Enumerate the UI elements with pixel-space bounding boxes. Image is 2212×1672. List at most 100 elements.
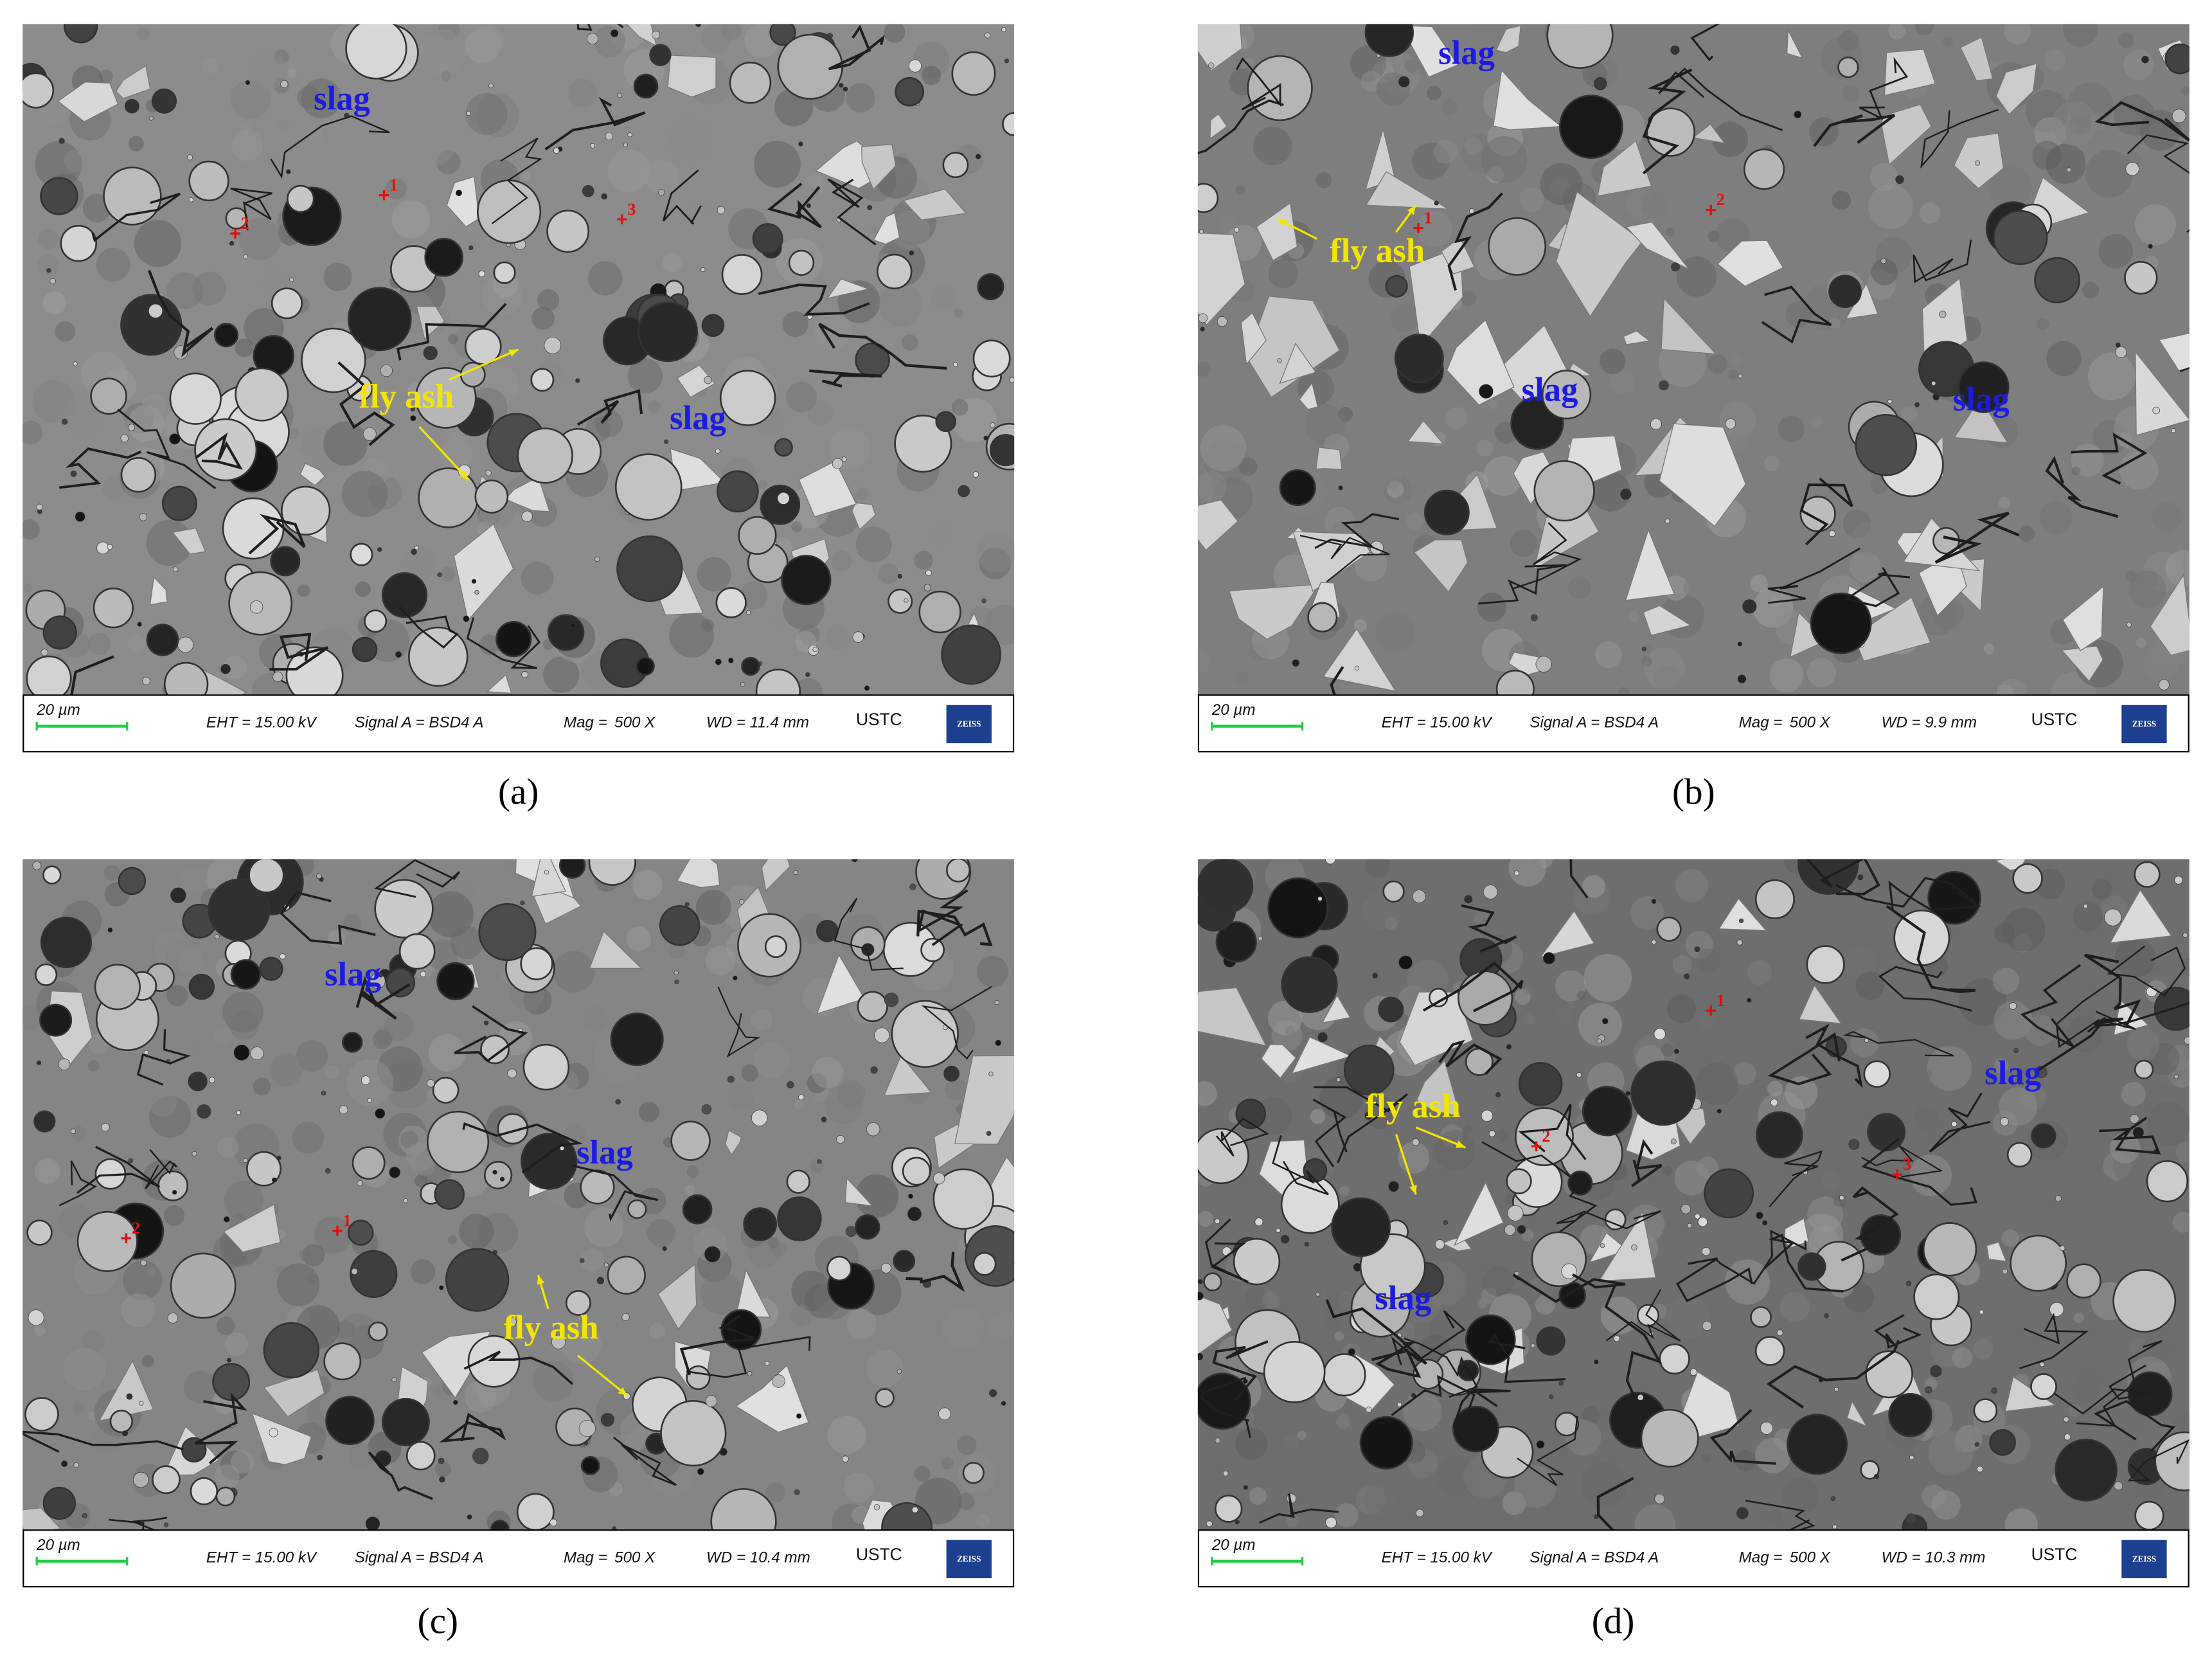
texture-spot — [1776, 119, 1790, 133]
texture-spot — [123, 1260, 163, 1300]
texture-spot — [323, 421, 368, 466]
slag-particle — [2060, 645, 2104, 682]
texture-spot — [1922, 1484, 1946, 1509]
texture-spot — [878, 563, 899, 584]
fly-ash-sphere — [664, 439, 669, 444]
fly-ash-sphere — [836, 1135, 845, 1144]
fly-ash-sphere — [1243, 1485, 1248, 1490]
fly-ash-sphere — [1364, 24, 1414, 57]
texture-spot — [976, 1513, 990, 1528]
fly-ash-sphere — [60, 224, 98, 262]
fly-ash-sphere — [1837, 56, 1859, 78]
texture-spot — [1445, 407, 1468, 430]
crack — [396, 303, 507, 361]
fly-ash-sphere — [786, 1169, 810, 1194]
crack — [1404, 1337, 1479, 1398]
texture-spot — [2074, 1313, 2084, 1324]
fly-ash-sphere — [2006, 1142, 2033, 1168]
crack — [679, 1315, 756, 1376]
texture-spot — [1675, 868, 1709, 903]
slag-particle — [1678, 1371, 1740, 1439]
fly-ash-sphere — [107, 927, 113, 933]
slag-particle — [263, 1369, 325, 1417]
crack — [1596, 1477, 1634, 1531]
texture-spot — [807, 173, 824, 190]
crack — [1806, 859, 1880, 895]
fly-ash-sphere — [607, 1255, 646, 1295]
brand-logo — [2121, 705, 2167, 744]
texture-spot — [1782, 1477, 1819, 1515]
slag-particle — [1316, 447, 1342, 471]
crack — [1604, 1284, 1663, 1401]
fly-ash-sphere — [590, 143, 595, 148]
texture-spot — [810, 1158, 825, 1173]
crack — [1769, 1150, 1823, 1208]
fly-ash-sphere — [1976, 1466, 1983, 1473]
fly-ash-sphere — [580, 1169, 615, 1205]
fly-ash-sphere — [188, 160, 229, 202]
texture-spot — [2107, 983, 2116, 993]
fly-ash-sphere — [1806, 945, 1845, 984]
fly-ash-sphere — [1670, 45, 1680, 55]
texture-spot — [73, 1403, 84, 1414]
fly-ash-sphere — [738, 516, 777, 555]
fly-ash-sphere — [2066, 1263, 2101, 1299]
fly-ash-sphere — [1832, 1524, 1837, 1529]
fly-ash-sphere — [1637, 1394, 1644, 1401]
fly-ash-sphere — [909, 250, 914, 256]
fly-ash-sphere — [1594, 1360, 1599, 1365]
fly-ash-sphere — [466, 111, 471, 116]
texture-spot — [225, 1333, 249, 1356]
fly-ash-sphere — [638, 301, 699, 363]
fly-ash-sphere — [2134, 1500, 2164, 1531]
texture-spot — [1943, 36, 1953, 47]
fly-ash-sphere — [1701, 1247, 1711, 1256]
fly-ash-sphere — [596, 1277, 604, 1284]
fly-ash-sphere — [904, 598, 909, 603]
fly-ash-sphere — [1756, 1212, 1763, 1219]
fly-ash-sphere — [1641, 646, 1646, 652]
fly-ash-sphere — [1464, 895, 1473, 904]
arrow-line — [577, 1354, 629, 1397]
texture-spot — [1641, 656, 1652, 667]
fly-ash-sphere — [684, 902, 690, 907]
fly-ash-sphere — [1673, 1048, 1679, 1054]
fly-ash-sphere — [658, 189, 665, 196]
fly-ash-sphere — [1930, 1365, 1942, 1378]
crack — [1658, 67, 1783, 131]
slag-particle — [2062, 585, 2104, 652]
texture-spot — [1380, 466, 1403, 490]
texture-spot — [230, 1450, 254, 1474]
texture-spot — [676, 1080, 722, 1126]
arrow-line — [449, 348, 519, 381]
fly-ash-sphere — [133, 1471, 149, 1488]
fly-ash-sphere — [1927, 870, 1981, 925]
fly-ash-sphere — [1317, 896, 1323, 901]
fly-ash-sphere — [1742, 599, 1757, 614]
crack — [1481, 1141, 1598, 1233]
info-eht: EHT = 15.00 kV — [1382, 714, 1493, 732]
fly-ash-sphere — [423, 345, 438, 361]
texture-spot — [647, 1218, 675, 1247]
texture-spot — [2172, 1212, 2190, 1233]
point-cross: + — [1413, 217, 1424, 239]
fly-ash-sphere — [407, 626, 468, 687]
fly-ash-sphere — [364, 609, 388, 633]
texture-spot — [1581, 1462, 1627, 1508]
fly-ash-sphere — [1325, 859, 1336, 865]
crack — [117, 408, 217, 490]
crack — [1375, 1342, 1422, 1378]
fly-ash-sphere — [826, 1255, 852, 1282]
fly-ash-sphere — [864, 685, 870, 691]
fly-ash-sphere — [902, 1156, 931, 1186]
arrow-head — [1407, 205, 1416, 215]
fly-ash-sphere — [483, 1020, 489, 1026]
fly-ash-sphere — [843, 86, 848, 92]
texture-spot — [215, 1464, 240, 1489]
slag-particle — [1539, 910, 1595, 958]
slag-label: slag — [576, 1134, 633, 1171]
fly-ash-sphere — [188, 973, 215, 1000]
texture-spot — [166, 984, 188, 1007]
crack — [1488, 1333, 1566, 1383]
texture-spot — [1712, 121, 1748, 157]
